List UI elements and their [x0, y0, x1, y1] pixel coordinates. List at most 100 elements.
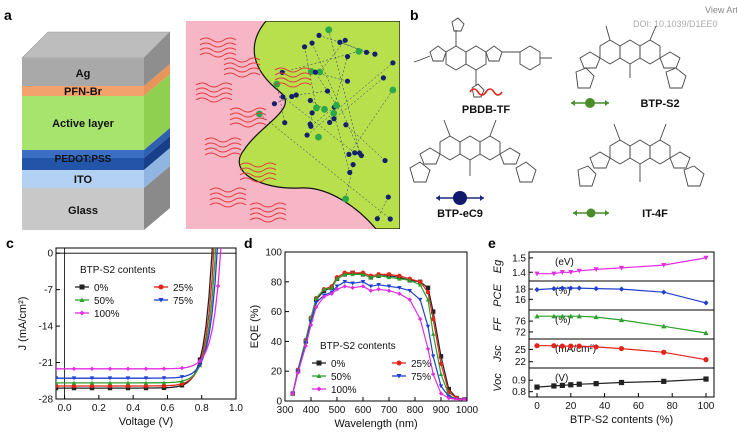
layer-active: Active layer	[52, 118, 114, 130]
y-tick-label: 16	[515, 295, 527, 306]
morphology-illustration	[186, 21, 400, 229]
jv-point	[89, 366, 95, 371]
x-tick-label: 0	[534, 401, 540, 412]
acceptor-dot	[337, 39, 343, 45]
x-axis-label: Wavelength (nm)	[334, 418, 417, 430]
subplot-unit: (eV)	[555, 257, 574, 268]
eqe-point	[425, 324, 431, 329]
x-tick-label: 500	[329, 405, 346, 416]
eqe-point	[295, 370, 301, 375]
acceptor-dot	[390, 60, 396, 66]
layer-pfn: PFN-Br	[64, 86, 103, 98]
y-tick-label: 22	[515, 357, 527, 368]
subplot-point	[661, 323, 667, 329]
subplot-ylabel: Voc	[492, 373, 504, 392]
eqe-point	[334, 287, 340, 292]
y-axis-label: EQE (%)	[249, 305, 261, 348]
polymer-strand	[195, 82, 233, 88]
polymer-strand	[199, 47, 237, 53]
polymer-strand	[239, 167, 277, 173]
legend-label: 100%	[331, 385, 357, 396]
jv-point	[56, 376, 59, 381]
subplot-point	[568, 285, 574, 291]
y-tick-label: -28	[39, 395, 54, 406]
eqe-point	[386, 275, 392, 280]
subplot-point	[661, 378, 667, 384]
network-link	[276, 84, 285, 123]
legend-label: 0%	[94, 283, 109, 294]
eqe-point	[386, 272, 392, 277]
panel-label-d: d	[244, 235, 253, 251]
eqe-point	[360, 280, 366, 284]
network-link	[282, 96, 355, 154]
jv-point	[56, 385, 59, 391]
btp-s2-name: BTP-S2	[640, 98, 679, 110]
y-tick-label: 100	[265, 248, 282, 259]
subplot-point	[593, 286, 599, 292]
donor-acceptor-dot	[313, 104, 320, 112]
y-tick-label: 0.9	[512, 376, 526, 387]
eqe-point	[397, 286, 402, 290]
eqe-point	[334, 276, 340, 281]
y-tick-label: 20	[271, 367, 283, 378]
subplot-point	[593, 267, 599, 272]
polymer-strand	[229, 122, 267, 128]
polymer-strand	[223, 62, 261, 68]
legend-marker	[316, 373, 322, 378]
subplot-point	[661, 349, 667, 355]
polymer-strand	[195, 87, 233, 93]
legend-label: 0%	[331, 359, 346, 370]
y-tick-label: 80	[271, 277, 283, 288]
polymer-strand	[249, 217, 287, 223]
subplot-point	[568, 343, 574, 349]
eqe-point	[314, 300, 319, 305]
eqe-chart: 300 400 500 600 700 800 900 1000 0 20 40 60 80 100 Wav…	[249, 248, 479, 431]
jv-point	[71, 380, 77, 385]
plot-frame	[284, 251, 468, 402]
watermark-doi[interactable]: DOI: 10.1039/D1EE0	[633, 19, 718, 29]
acceptor-dot	[316, 32, 322, 39]
jv-point	[179, 375, 185, 380]
y-tick-label: 1.4	[512, 268, 526, 279]
jv-point	[161, 383, 167, 388]
x-tick-label: 40	[599, 401, 611, 412]
legend-marker	[158, 298, 164, 303]
acceptor-dot	[289, 93, 295, 100]
jv-point	[107, 380, 113, 385]
jv-point	[125, 380, 131, 385]
jv-point	[56, 380, 59, 385]
x-tick-label: 300	[277, 405, 294, 416]
jv-point	[215, 283, 221, 289]
donor-acceptor-dot	[325, 26, 333, 34]
btp-ec9-structure	[409, 119, 537, 183]
polymer-strand	[239, 172, 277, 178]
eqe-point	[431, 316, 436, 322]
polymer-chains	[195, 37, 312, 223]
panel-label-c: c	[6, 235, 14, 251]
eqe-curve-25%	[292, 272, 465, 401]
y-tick-label: -14	[39, 322, 54, 333]
polymer-strand	[209, 202, 247, 208]
legend-label: 100%	[94, 309, 120, 320]
subplot-point	[551, 383, 557, 389]
subplot-point	[559, 270, 565, 275]
legend-label: 75%	[173, 296, 193, 307]
eqe-point	[290, 391, 295, 396]
subplot-point	[534, 343, 540, 349]
subplot-unit: (%)	[555, 315, 571, 326]
acceptor-dot	[344, 78, 351, 84]
eqe-point	[329, 285, 334, 290]
btp-s2-icon	[571, 98, 609, 108]
subplot-unit: (%)	[555, 286, 571, 297]
eqe-point	[438, 371, 444, 376]
x-tick-label: 0.4	[126, 403, 140, 414]
watermark-view-article[interactable]: View Article	[705, 5, 737, 15]
eqe-point	[350, 281, 355, 286]
acceptor-dot	[312, 69, 318, 75]
acceptor-dot	[352, 150, 358, 156]
polymer-strand	[249, 212, 287, 218]
device-stack: Ag PFN-Br Active layer PEDOT:PSS ITO Gla…	[21, 31, 171, 230]
jv-point	[89, 376, 95, 381]
subplot-ylabel: FF	[492, 317, 504, 332]
subplot-point	[568, 382, 574, 388]
